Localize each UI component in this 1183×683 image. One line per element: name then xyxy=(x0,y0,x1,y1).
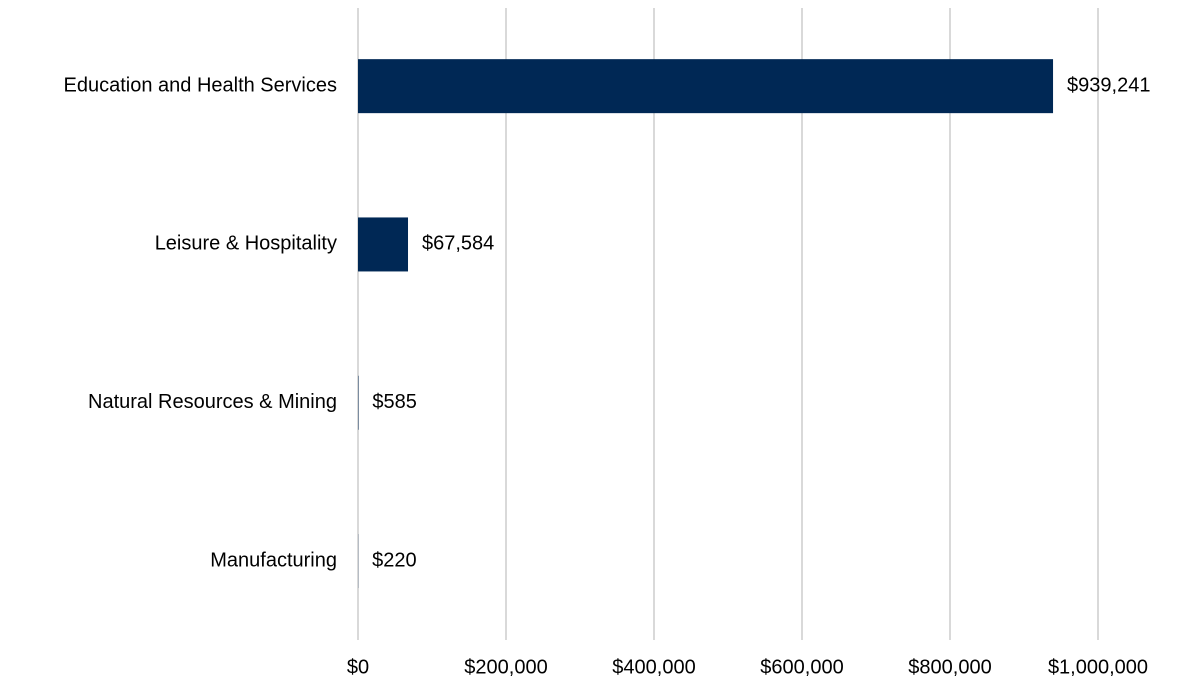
value-label: $67,584 xyxy=(422,233,494,255)
value-label: $939,241 xyxy=(1067,74,1150,96)
bar xyxy=(358,217,409,272)
x-tick-label: $200,000 xyxy=(464,656,547,678)
x-tick-label: $800,000 xyxy=(908,656,991,678)
y-tick-label: Natural Resources & Mining xyxy=(88,391,337,413)
x-tick-label: $600,000 xyxy=(760,656,843,678)
y-tick-label: Education and Health Services xyxy=(64,74,338,96)
bar xyxy=(358,59,1054,114)
x-tick-label: $400,000 xyxy=(612,656,695,678)
x-tick-label: $1,000,000 xyxy=(1048,656,1148,678)
value-label: $585 xyxy=(372,391,417,413)
y-tick-label: Leisure & Hospitality xyxy=(155,233,337,255)
value-label: $220 xyxy=(372,549,417,571)
x-tick-label: $0 xyxy=(347,656,369,678)
y-tick-label: Manufacturing xyxy=(210,549,337,571)
